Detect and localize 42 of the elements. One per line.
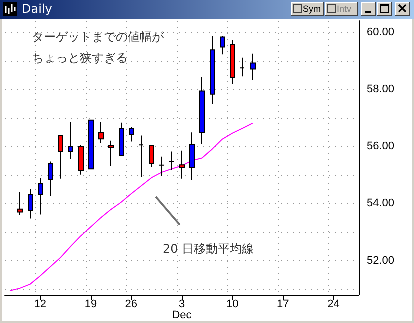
candlestick (179, 150, 185, 180)
y-tick-label: 52.00 (367, 254, 395, 267)
candlestick (98, 122, 104, 144)
candlestick (58, 135, 63, 180)
y-tick-label: 60.00 (367, 26, 395, 38)
candlestick (199, 76, 205, 145)
candlestick (48, 161, 53, 196)
candlestick (129, 126, 134, 142)
x-tick-label: 26 (125, 298, 138, 310)
candlestick (240, 57, 245, 78)
y-tick-label: 58.00 (367, 84, 395, 96)
x-tick-label: 12 (34, 298, 47, 310)
candlestick (78, 144, 84, 176)
candlestick (169, 151, 175, 172)
text: Sym (291, 2, 324, 16)
candlestick (159, 156, 165, 176)
x-tick-label: 10 (226, 298, 239, 310)
x-tick-label: 19 (84, 298, 98, 310)
candlestick (108, 140, 114, 166)
candlestick (119, 122, 124, 156)
candlestick (189, 132, 195, 180)
candlestick (149, 146, 154, 168)
annotation: ターゲットまでの値幅が (32, 30, 165, 44)
candlestick (28, 188, 33, 220)
candlestick (250, 53, 256, 81)
x-tick-label: 3 Dec (172, 298, 192, 322)
candlestick (230, 40, 235, 85)
candlestick (139, 135, 144, 178)
x-tick-label: 17 (277, 298, 290, 310)
candlestick (220, 36, 225, 56)
candlestick (17, 192, 23, 216)
annotation: 20 日移動平均線 (163, 242, 254, 256)
text: Intv (325, 2, 358, 16)
candlestick (210, 36, 215, 105)
line-series (10, 122, 254, 292)
chart-title: Daily (22, 2, 52, 16)
candlestick (88, 120, 94, 170)
x-tick-label: 24 (328, 298, 340, 310)
y-tick-label: 56.00 (367, 140, 395, 153)
candlestick (68, 122, 73, 160)
candlestick (38, 178, 43, 216)
y-tick-label: 54.00 (367, 198, 395, 210)
